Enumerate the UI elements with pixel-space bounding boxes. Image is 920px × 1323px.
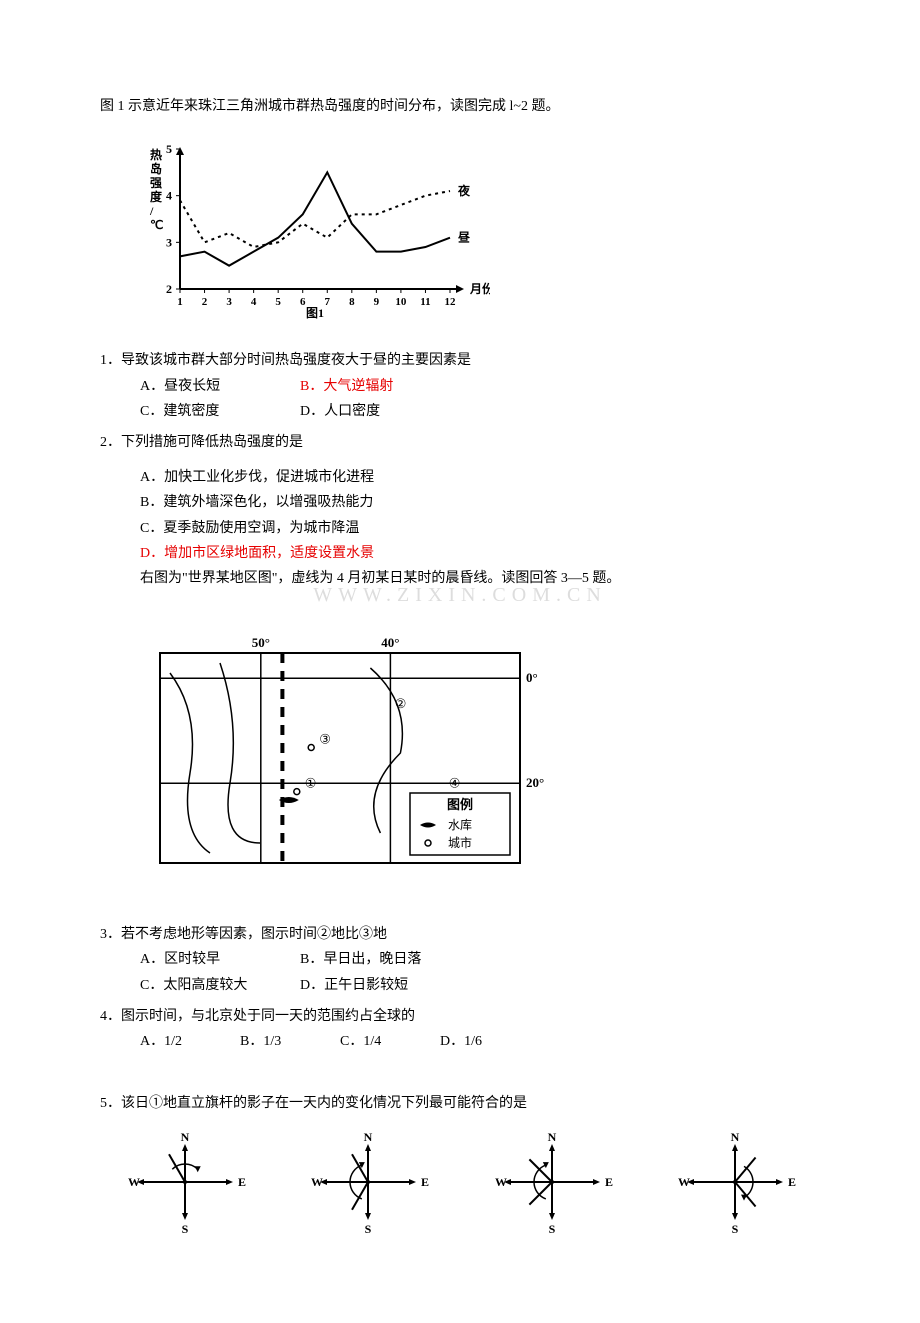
svg-text:强: 强 <box>150 176 162 190</box>
q2-opt-d: D．增加市区绿地面积，适度设置水景 <box>140 541 820 566</box>
q2-opt-b: B．建筑外墙深色化，以增强吸热能力 <box>140 490 820 515</box>
compass-options: N S E W N S E W N S E W N S E W <box>100 1127 820 1237</box>
svg-text:图例: 图例 <box>447 797 473 812</box>
svg-text:10: 10 <box>395 296 407 308</box>
q1-opt-b: B．大气逆辐射 <box>300 374 460 399</box>
svg-text:S: S <box>365 1222 372 1236</box>
svg-text:S: S <box>182 1222 189 1236</box>
svg-text:4: 4 <box>166 189 172 203</box>
compass-c: N S E W <box>477 1127 627 1237</box>
question-4: 4．图示时间，与北京处于同一天的范围约占全球的 A．1/2 B．1/3 C．1/… <box>100 1004 820 1054</box>
q2-stem: 2．下列措施可降低热岛强度的是 <box>100 430 820 455</box>
svg-text:N: N <box>547 1130 556 1144</box>
q1-stem: 1．导致该城市群大部分时间热岛强度夜大于昼的主要因素是 <box>100 348 820 373</box>
svg-text:5: 5 <box>275 296 281 308</box>
svg-text:2: 2 <box>202 296 208 308</box>
svg-text:9: 9 <box>374 296 380 308</box>
svg-text:40°: 40° <box>381 635 399 650</box>
svg-text:昼: 昼 <box>457 230 471 245</box>
compass-a: N S E W <box>110 1127 260 1237</box>
q4-stem: 4．图示时间，与北京处于同一天的范围约占全球的 <box>100 1004 820 1029</box>
question-5: 5．该日①地直立旗杆的影子在一天内的变化情况下列最可能符合的是 N S E W N S E… <box>100 1091 820 1236</box>
svg-text:12: 12 <box>445 296 457 308</box>
svg-text:①: ① <box>305 776 317 791</box>
svg-text:E: E <box>421 1175 429 1189</box>
svg-text:水库: 水库 <box>448 817 472 832</box>
q5-stem: 5．该日①地直立旗杆的影子在一天内的变化情况下列最可能符合的是 <box>100 1091 820 1116</box>
q4-opt-b: B．1/3 <box>240 1029 340 1054</box>
question-2: 2．下列措施可降低热岛强度的是 A．加快工业化步伐，促进城市化进程 B．建筑外墙… <box>100 430 820 591</box>
svg-text:月份: 月份 <box>469 281 490 296</box>
q2-opt-a: A．加快工业化步伐，促进城市化进程 <box>140 465 820 490</box>
svg-text:20°: 20° <box>526 775 544 790</box>
svg-text:4: 4 <box>251 296 257 308</box>
svg-text:N: N <box>181 1130 190 1144</box>
svg-text:8: 8 <box>349 296 355 308</box>
q2-opt-c: C．夏季鼓励使用空调，为城市降温 <box>140 516 820 541</box>
q3-opt-c: C．太阳高度较大 <box>140 973 300 998</box>
svg-text:7: 7 <box>325 296 331 308</box>
compass-d: N S E W <box>660 1127 810 1237</box>
chart-1: 2345热岛强度/℃123456789101112月份图1夜昼 <box>130 139 820 328</box>
svg-text:度: 度 <box>150 189 163 204</box>
svg-text:E: E <box>605 1175 613 1189</box>
svg-text:3: 3 <box>166 236 172 250</box>
svg-text:城市: 城市 <box>448 835 472 850</box>
q3-stem: 3．若不考虑地形等因素，图示时间②地比③地 <box>100 922 820 947</box>
svg-text:E: E <box>238 1175 246 1189</box>
svg-text:N: N <box>364 1130 373 1144</box>
svg-text:W: W <box>495 1175 507 1189</box>
svg-text:3: 3 <box>226 296 232 308</box>
intro-1: 图 1 示意近年来珠江三角洲城市群热岛强度的时间分布，读图完成 l~2 题。 <box>100 94 820 119</box>
q3-opt-d: D．正午日影较短 <box>300 973 460 998</box>
intro-2: 右图为"世界某地区图"，虚线为 4 月初某日某时的晨昏线。读图回答 3—5 题。 <box>140 566 820 591</box>
svg-text:④: ④ <box>449 776 461 791</box>
svg-text:0°: 0° <box>526 670 538 685</box>
svg-text:N: N <box>731 1130 740 1144</box>
svg-text:岛: 岛 <box>150 161 162 176</box>
q1-opt-c: C．建筑密度 <box>140 399 300 424</box>
svg-text:③: ③ <box>319 732 331 747</box>
q1-opt-a: A．昼夜长短 <box>140 374 300 399</box>
q3-opt-a: A．区时较早 <box>140 947 300 972</box>
q4-opt-d: D．1/6 <box>440 1029 540 1054</box>
q4-opt-c: C．1/4 <box>340 1029 440 1054</box>
svg-text:W: W <box>678 1175 690 1189</box>
svg-text:W: W <box>128 1175 140 1189</box>
svg-text:图1: 图1 <box>306 306 324 319</box>
q3-opt-b: B．早日出，晚日落 <box>300 947 460 972</box>
svg-text:2: 2 <box>166 282 172 296</box>
svg-text:℃: ℃ <box>150 218 163 232</box>
q1-opt-d: D．人口密度 <box>300 399 460 424</box>
svg-text:11: 11 <box>420 296 430 308</box>
question-3: 3．若不考虑地形等因素，图示时间②地比③地 A．区时较早 B．早日出，晚日落 C… <box>100 922 820 998</box>
svg-text:②: ② <box>395 696 407 711</box>
svg-text:5: 5 <box>166 142 172 156</box>
svg-text:/: / <box>149 204 154 218</box>
svg-text:1: 1 <box>177 296 183 308</box>
svg-text:E: E <box>788 1175 796 1189</box>
map-figure: 50° 40° 0° 20° ① ② ③ ④ 图例水库城市 <box>130 623 820 902</box>
svg-text:50°: 50° <box>252 635 270 650</box>
q4-opt-a: A．1/2 <box>140 1029 240 1054</box>
question-1: 1．导致该城市群大部分时间热岛强度夜大于昼的主要因素是 A．昼夜长短 B．大气逆… <box>100 348 820 424</box>
svg-text:S: S <box>548 1222 555 1236</box>
svg-text:热: 热 <box>150 147 162 162</box>
compass-b: N S E W <box>293 1127 443 1237</box>
svg-text:S: S <box>732 1222 739 1236</box>
svg-text:夜: 夜 <box>457 183 471 198</box>
svg-text:W: W <box>311 1175 323 1189</box>
